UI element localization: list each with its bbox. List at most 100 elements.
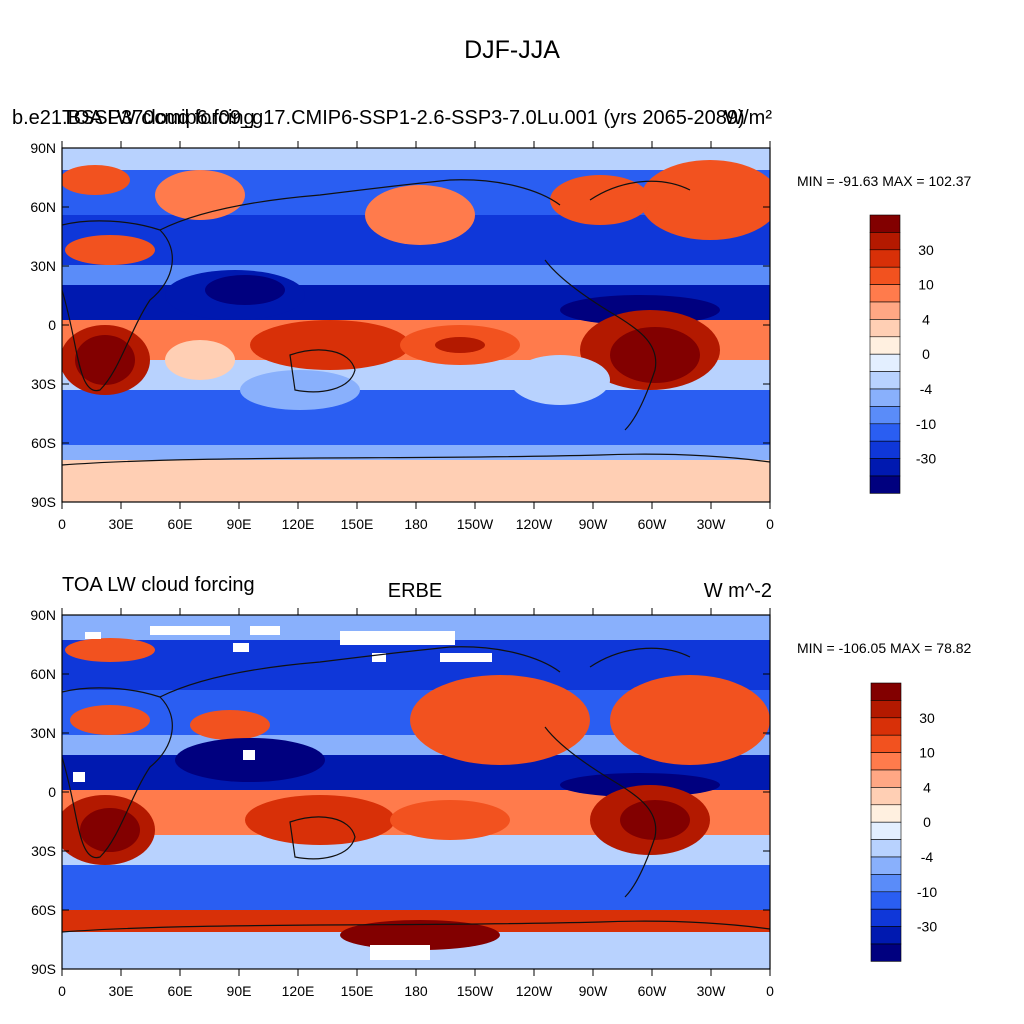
panel1-units-label: W/m² <box>724 107 772 129</box>
panel1-lon-label: 120W <box>516 516 553 532</box>
panel1-lat-label: 60N <box>30 199 56 215</box>
colorbar1-swatch <box>869 232 901 251</box>
colorbar1-swatch <box>869 266 901 285</box>
colorbar1-swatch <box>869 371 901 390</box>
colorbar1-swatch <box>869 423 901 442</box>
colorbar1-label: -30 <box>916 451 936 467</box>
panel1-lat-label: 0 <box>48 317 56 333</box>
colorbar2-swatch <box>870 804 902 823</box>
panel2-lon-label: 60E <box>168 983 193 999</box>
colorbar2-swatch <box>870 839 902 858</box>
panel1-lon-label: 120E <box>282 516 315 532</box>
colorbar2-label: -30 <box>917 919 937 935</box>
colorbar1-swatch <box>869 440 901 459</box>
panel1-lon-label: 150W <box>457 516 494 532</box>
colorbar1-swatch <box>869 475 901 494</box>
colorbar2-swatch <box>870 769 902 788</box>
panel1-lon-label: 0 <box>58 516 66 532</box>
colorbar2-swatch <box>870 752 902 771</box>
panel2-lon-label: 30W <box>697 983 727 999</box>
colorbar1-label: 0 <box>922 346 930 362</box>
colorbar1-swatch <box>869 353 901 372</box>
panel2-lat-label: 30N <box>30 725 56 741</box>
colorbar2-label: 0 <box>923 814 931 830</box>
colorbar2-swatch <box>870 717 902 736</box>
colorbar2-swatch <box>870 874 902 893</box>
panel2-lon-label: 60W <box>638 983 668 999</box>
panel2-minmax-label: MIN = -106.05 MAX = 78.82 <box>797 640 972 656</box>
panel2-coastlines <box>61 646 771 933</box>
colorbar1-swatch <box>869 301 901 320</box>
panel2-lon-label: 120W <box>516 983 553 999</box>
colorbar1-swatch <box>869 388 901 407</box>
panel1-lon-label: 180 <box>404 516 428 532</box>
colorbar1-label: -10 <box>916 416 936 432</box>
panel1-lon-label: 30W <box>697 516 727 532</box>
colorbar1-swatch <box>869 406 901 425</box>
colorbar1-label: 30 <box>918 242 934 258</box>
panel1-lat-label: 90S <box>31 494 56 510</box>
panel2-left-title: TOA LW cloud forcing <box>62 574 255 596</box>
panel1-lon-label: 30E <box>109 516 134 532</box>
colorbar2-swatch <box>870 891 902 910</box>
colorbar2-swatch <box>870 734 902 753</box>
panel2-lat-label: 90N <box>30 607 56 623</box>
panel1-lon-label: 150E <box>341 516 374 532</box>
panel2-lon-label: 150E <box>341 983 374 999</box>
colorbar2-swatch <box>870 821 902 840</box>
panel1-lon-label: 60W <box>638 516 668 532</box>
panel1-lon-label: 0 <box>766 516 774 532</box>
panel2-lon-label: 30E <box>109 983 134 999</box>
colorbar2-swatch <box>870 787 902 806</box>
panel2-lon-label: 0 <box>766 983 774 999</box>
panel2-lon-label: 150W <box>457 983 494 999</box>
colorbar2-swatch <box>870 856 902 875</box>
colorbar1-label: 4 <box>922 311 930 327</box>
panel1-lat-label: 60S <box>31 435 56 451</box>
colorbar2-swatch <box>870 700 902 719</box>
colorbar2-swatch <box>870 943 902 962</box>
panel2-lon-label: 180 <box>404 983 428 999</box>
panel1-coastlines <box>61 179 771 466</box>
panel2-lon-label: 120E <box>282 983 315 999</box>
panel1-left-title-overlay: TOA LW cloud forcing <box>62 107 255 129</box>
colorbar1-label: 10 <box>918 277 934 293</box>
colorbar1-swatch <box>869 336 901 355</box>
panel2-lon-label: 90E <box>227 983 252 999</box>
colorbar2-swatch <box>870 682 902 701</box>
panel2-lat-label: 60S <box>31 902 56 918</box>
colorbar1-swatch <box>869 249 901 268</box>
colorbar1-swatch <box>869 214 901 233</box>
colorbar1-label: -4 <box>920 381 933 397</box>
colorbar1-swatch <box>869 284 901 303</box>
colorbar1-swatch <box>869 319 901 338</box>
panel1-lon-label: 90E <box>227 516 252 532</box>
colorbar1-swatch <box>869 458 901 477</box>
panel2-units-label: W m^-2 <box>703 580 772 602</box>
panel2-lon-label: 0 <box>58 983 66 999</box>
panel1-lat-label: 30N <box>30 258 56 274</box>
panel2-lat-label: 60N <box>30 666 56 682</box>
panel2-lon-label: 90W <box>579 983 609 999</box>
colorbar2-label: 10 <box>919 745 935 761</box>
colorbar2-swatch <box>870 926 902 945</box>
panel1-left-title: b.e21.BSSP370cmip6.f09_g17.CMIP6-SSP1-2.… <box>12 107 745 129</box>
panel1-minmax-label: MIN = -91.63 MAX = 102.37 <box>797 173 972 189</box>
panel2-lat-label: 90S <box>31 961 56 977</box>
colorbar2-swatch <box>870 908 902 927</box>
panel1-lat-label: 30S <box>31 376 56 392</box>
panel2-lat-label: 30S <box>31 843 56 859</box>
panel2-map <box>62 615 770 969</box>
panel1-lon-label: 90W <box>579 516 609 532</box>
missing-data-patches <box>73 626 492 960</box>
panel1-lat-label: 90N <box>30 140 56 156</box>
panel2-center-title: ERBE <box>387 580 443 602</box>
colorbar2-label: 30 <box>919 710 935 726</box>
figure-title: DJF-JJA <box>464 36 560 64</box>
colorbar2-label: -10 <box>917 884 937 900</box>
colorbar2-label: -4 <box>921 849 934 865</box>
panel1-map <box>62 148 770 502</box>
panel1-lon-label: 60E <box>168 516 193 532</box>
colorbar2-label: 4 <box>923 779 931 795</box>
